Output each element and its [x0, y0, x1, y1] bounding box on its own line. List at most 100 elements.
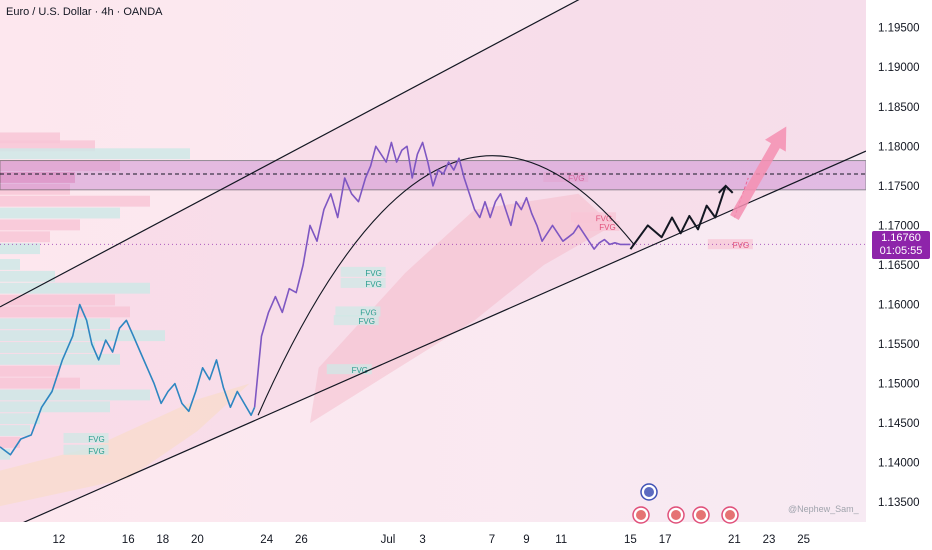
- lower-trendline: [23, 150, 866, 522]
- author-watermark: @Nephew_Sam_: [788, 504, 859, 514]
- event-icon-core: [696, 510, 706, 520]
- volume-profile-bar: [0, 132, 60, 144]
- x-tick-label: 17: [659, 534, 672, 546]
- y-tick-label: 1.14500: [878, 418, 920, 430]
- fvg-box: [340, 266, 386, 277]
- x-tick-label: 9: [523, 534, 529, 546]
- volume-profile-bar: [0, 195, 150, 207]
- y-tick-label: 1.18500: [878, 102, 920, 114]
- volume-profile-bar: [0, 207, 120, 219]
- x-tick-label: 11: [555, 534, 567, 546]
- volume-profile-bar: [0, 330, 165, 342]
- x-tick-label: Jul: [381, 534, 396, 546]
- x-tick-label: 20: [191, 534, 204, 546]
- fvg-box: [63, 432, 109, 443]
- chart-title: Euro / U.S. Dollar · 4h · OANDA: [6, 6, 163, 18]
- y-tick-label: 1.13500: [878, 497, 920, 509]
- volume-profile-bar: [0, 342, 95, 353]
- fvg-label: FVG: [358, 317, 374, 326]
- x-tick-label: 24: [260, 534, 273, 546]
- fvg-label: FVG: [365, 280, 381, 289]
- us-flag-icon: [667, 506, 685, 524]
- y-tick-label: 1.16000: [878, 300, 920, 312]
- volume-profile-bar: [0, 243, 40, 255]
- x-tick-label: 23: [763, 534, 776, 546]
- volume-profile-bar: [0, 148, 190, 160]
- volume-profile-bar: [0, 183, 70, 195]
- fvg-label: FVG: [599, 223, 615, 232]
- fvg-box: [326, 364, 372, 375]
- x-tick-label: 16: [122, 534, 135, 546]
- event-globe-icon: [640, 483, 658, 501]
- fvg-box: [574, 220, 620, 231]
- bar-countdown: 01:05:55: [879, 245, 923, 257]
- x-tick-label: 3: [419, 534, 425, 546]
- volume-profile-bar: [0, 306, 130, 318]
- fvg-box: [335, 306, 381, 317]
- y-tick-label: 1.15000: [878, 379, 920, 391]
- volume-profile-bar: [0, 401, 110, 413]
- volume-profile-bar: [0, 436, 20, 448]
- us-flag-icon: [721, 506, 739, 524]
- price-series-line-2: [253, 141, 631, 408]
- last-price-badge: 1.16760 01:05:55: [872, 231, 930, 259]
- fvg-box: [543, 171, 589, 182]
- fvg-label: FVG: [360, 308, 376, 317]
- volume-profile-bar: [0, 140, 95, 152]
- event-icon-core: [636, 510, 646, 520]
- lower-cloud-shading: [0, 383, 250, 507]
- fvg-label: FVG: [88, 435, 104, 444]
- x-axis: 12 16 18 20 24 26 Jul 3 7 9 11 15 17 21 23 25: [53, 534, 810, 546]
- fvg-box: [571, 212, 617, 223]
- y-tick-label: 1.18000: [878, 141, 920, 153]
- x-tick-label: 7: [489, 534, 495, 546]
- x-tick-label: 26: [295, 534, 308, 546]
- fvg-label: FVG: [733, 241, 749, 250]
- x-tick-label: 12: [53, 534, 66, 546]
- cloud-shading: [310, 193, 614, 424]
- fvg-box: [340, 277, 386, 288]
- volume-profile-bar: [0, 231, 50, 243]
- volume-profile-bar: [0, 160, 120, 172]
- volume-profile-bar: [0, 377, 80, 389]
- y-tick-label: 1.15500: [878, 339, 920, 351]
- volume-profile-bar: [0, 425, 30, 436]
- fvg-label: FVG: [88, 447, 104, 456]
- us-flag-icon: [692, 506, 710, 524]
- volume-profile-bar: [0, 259, 20, 270]
- rounding-top-arc: [257, 155, 635, 416]
- us-flag-icon: [632, 506, 650, 524]
- y-tick-label: 1.19000: [878, 62, 920, 74]
- volume-profile-bar: [0, 353, 120, 365]
- y-tick-label: 1.17000: [878, 220, 920, 232]
- fvg-label: FVG: [568, 174, 584, 183]
- fvg-box: [333, 315, 379, 326]
- event-icon-core: [725, 510, 735, 520]
- fvg-box: [707, 239, 753, 250]
- channel-shading: [0, 0, 866, 522]
- x-tick-label: 21: [728, 534, 741, 546]
- volume-profile-bar: [0, 282, 150, 294]
- volume-profile-bar: [0, 219, 80, 231]
- volume-profile-bar: [0, 294, 115, 306]
- volume-profile-bar: [0, 270, 55, 282]
- x-tick-label: 25: [797, 534, 810, 546]
- y-tick-label: 1.14000: [878, 458, 920, 470]
- volume-profile-bar: [0, 448, 10, 460]
- y-axis: 1.13500 1.14000 1.14500 1.15000 1.15500 1.160…: [878, 23, 920, 510]
- volume-profile-bar: [0, 365, 60, 377]
- fvg-label: FVG: [596, 214, 612, 223]
- volume-profile-bar: [0, 389, 150, 401]
- target-arrow: [730, 126, 787, 220]
- fvg-label: FVG: [352, 366, 368, 375]
- x-tick-label: 18: [156, 534, 169, 546]
- upper-trendline: [0, 0, 580, 308]
- y-tick-label: 1.16500: [878, 260, 920, 272]
- volume-profile-bar: [0, 413, 40, 425]
- price-series-line-1: [0, 303, 256, 456]
- event-icon-core: [671, 510, 681, 520]
- projection-path: [629, 185, 727, 250]
